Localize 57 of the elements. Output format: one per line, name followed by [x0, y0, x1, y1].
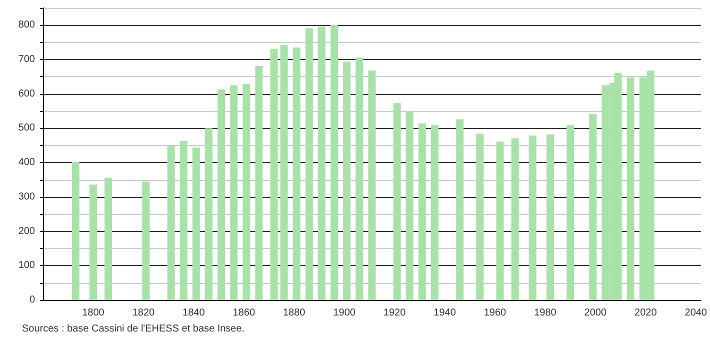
- bar: [496, 142, 504, 300]
- bar: [104, 178, 112, 300]
- x-tick-label: 2000: [584, 308, 607, 318]
- bar: [218, 89, 226, 300]
- x-tick-label: 1860: [232, 308, 256, 318]
- bar: [242, 84, 250, 300]
- x-tick-label: 2020: [634, 308, 658, 318]
- bar: [476, 134, 484, 300]
- y-tick-label: 100: [18, 260, 36, 272]
- bar: [430, 125, 438, 300]
- y-tick-label: 800: [18, 20, 36, 31]
- bar: [511, 138, 519, 300]
- bar: [180, 140, 188, 300]
- y-tick-label: 200: [18, 226, 36, 237]
- x-tick-label: 1900: [333, 308, 356, 318]
- x-tick-label: 1940: [434, 308, 456, 318]
- bar: [255, 66, 263, 300]
- x-tick-label: 1960: [484, 308, 507, 318]
- bar: [626, 77, 634, 300]
- bar: [167, 146, 175, 300]
- bar: [89, 184, 97, 300]
- x-tick-label: 1980: [534, 308, 557, 318]
- y-tick-label: 500: [18, 122, 36, 134]
- bar: [528, 135, 536, 300]
- bar: [393, 103, 401, 300]
- bar: [566, 125, 574, 300]
- y-tick-label: 0: [29, 294, 36, 306]
- bar: [270, 48, 278, 300]
- source-note: Sources : base Cassini de l'EHESS et base Insee.: [22, 324, 245, 334]
- bar: [418, 123, 426, 300]
- y-tick-label: 600: [18, 88, 36, 100]
- y-tick-label: 400: [18, 157, 36, 168]
- x-tick-label: 1920: [383, 308, 406, 318]
- bar: [456, 119, 464, 300]
- x-tick-label: 1880: [282, 308, 306, 318]
- y-tick-label: 700: [18, 54, 36, 66]
- bar: [305, 28, 313, 300]
- bar: [230, 85, 238, 300]
- bar: [589, 114, 597, 300]
- y-tick-label: 300: [18, 191, 36, 202]
- bar: [356, 57, 364, 300]
- bar: [318, 26, 326, 300]
- bar: [406, 112, 414, 300]
- x-tick-label: 1840: [182, 308, 206, 318]
- x-tick-label: 2040: [684, 308, 708, 318]
- x-tick-label: 1820: [132, 308, 155, 318]
- bar: [142, 181, 150, 300]
- bar: [368, 70, 376, 300]
- bar: [72, 162, 80, 300]
- bar: [546, 134, 554, 300]
- x-tick-label: 1800: [82, 308, 105, 318]
- bar: [330, 24, 338, 300]
- bar: [292, 48, 300, 300]
- bar: [343, 62, 351, 300]
- bar: [280, 45, 288, 300]
- bar: [192, 147, 200, 300]
- bar: [204, 128, 212, 300]
